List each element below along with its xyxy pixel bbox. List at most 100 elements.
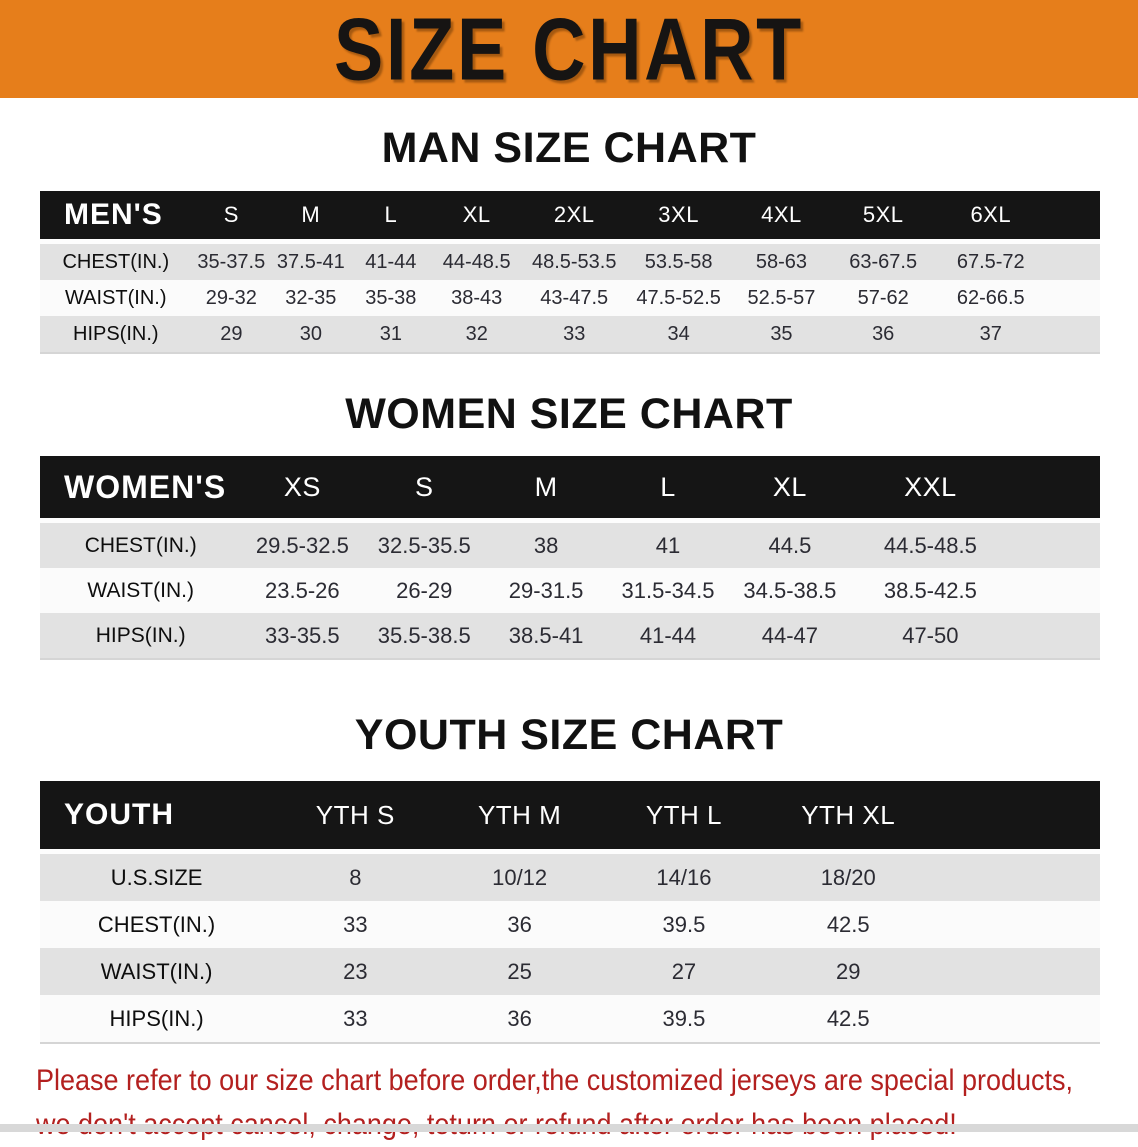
- cell-value: 10/12: [492, 864, 548, 890]
- cell-value: 38-43: [451, 286, 503, 309]
- banner-title: SIZE CHART: [334, 0, 804, 98]
- row-label: CHEST(IN.): [84, 533, 197, 557]
- cell-value: 44-47: [728, 613, 851, 660]
- cell-value: 33: [522, 316, 627, 354]
- footer-strip: [0, 1124, 1138, 1132]
- spacer-cell: [1047, 280, 1100, 316]
- spacer-cell: [1046, 191, 1100, 244]
- cell-value: 18/20: [820, 864, 876, 890]
- cell-value: 44-48.5: [442, 250, 511, 273]
- men-table-title: MEN'S: [40, 191, 192, 244]
- cell-value: 35: [731, 316, 832, 354]
- cell-value: 36: [831, 316, 935, 354]
- men-col-s: S: [191, 191, 272, 244]
- cell-value: 48.5-53.5: [531, 250, 617, 273]
- cell-value: 37.5-41: [276, 250, 345, 273]
- youth-col-l: YTH L: [601, 781, 767, 854]
- youth-col-m: YTH M: [437, 781, 602, 854]
- women-col-l: L: [607, 456, 729, 523]
- cell-value: 38: [533, 532, 559, 558]
- youth-ussize-row: U.S.SIZE 8 10/12 14/16 18/20: [40, 851, 1100, 902]
- row-label: U.S.SIZE: [110, 864, 203, 890]
- cell-value: 41-44: [607, 613, 729, 660]
- cell-value: 67.5-72: [956, 250, 1025, 273]
- spacer-cell: [1009, 613, 1100, 660]
- cell-value: 33-35.5: [241, 613, 364, 660]
- cell-value: 39.5: [662, 911, 706, 937]
- cell-value: 31: [350, 316, 432, 354]
- man-section-heading: MAN SIZE CHART: [381, 124, 757, 172]
- cell-value: 63-67.5: [849, 250, 918, 273]
- cell-value: 29: [835, 958, 861, 984]
- cell-value: 35-37.5: [197, 250, 266, 273]
- women-chest-row: CHEST(IN.) 29.5-32.5 32.5-35.5 38 41 44.…: [40, 520, 1100, 568]
- cell-value: 31.5-34.5: [621, 577, 715, 603]
- men-col-xl: XL: [431, 191, 523, 244]
- cell-value: 35.5-38.5: [363, 613, 486, 660]
- men-size-table: MEN'S S M L XL 2XL 3XL 4XL 5XL 6XL CHEST…: [40, 191, 1100, 354]
- spacer-cell: [930, 948, 1100, 995]
- cell-value: 29.5-32.5: [255, 532, 349, 558]
- cell-value: 32: [431, 316, 523, 354]
- men-col-m: M: [271, 191, 351, 244]
- row-label: HIPS(IN.): [40, 995, 274, 1044]
- row-label: CHEST(IN.): [97, 911, 216, 937]
- cell-value: 43-47.5: [540, 286, 609, 309]
- women-hips-row: HIPS(IN.) 33-35.5 35.5-38.5 38.5-41 41-4…: [40, 613, 1100, 660]
- cell-value: 36: [507, 911, 532, 937]
- cell-value: 41: [655, 532, 681, 558]
- cell-value: 41-44: [365, 250, 417, 273]
- women-col-xxl: XXL: [850, 456, 1010, 523]
- cell-value: 27: [671, 958, 697, 984]
- men-col-2xl: 2XL: [522, 191, 627, 244]
- spacer-cell: [930, 852, 1100, 902]
- cell-value: 34.5-38.5: [743, 577, 837, 603]
- youth-section-heading: YOUTH SIZE CHART: [354, 711, 784, 759]
- men-waist-row: WAIST(IN.) 29-32 32-35 35-38 38-43 43-47…: [40, 280, 1100, 316]
- women-col-xl: XL: [728, 456, 851, 523]
- row-label: WAIST(IN.): [100, 958, 213, 984]
- youth-size-table: YOUTH YTH S YTH M YTH L YTH XL U.S.SIZE …: [40, 781, 1100, 1044]
- women-table-title: WOMEN'S: [40, 456, 242, 523]
- cell-value: 47-50: [850, 613, 1010, 660]
- men-chest-row: CHEST(IN.) 35-37.5 37.5-41 41-44 44-48.5…: [40, 241, 1100, 280]
- cell-value: 14/16: [656, 864, 712, 890]
- cell-value: 42.5: [826, 911, 870, 937]
- cell-value: 62-66.5: [956, 286, 1025, 309]
- disclaimer-text: Please refer to our size chart before or…: [36, 1059, 1138, 1147]
- women-size-table: WOMEN'S XS S M L XL XXL CHEST(IN.) 29.5-…: [40, 456, 1100, 660]
- cell-value: 32-35: [285, 286, 337, 309]
- men-col-3xl: 3XL: [626, 191, 732, 244]
- women-col-xs: XS: [241, 456, 364, 523]
- cell-value: 38.5-42.5: [883, 577, 977, 603]
- cell-value: 39.5: [601, 995, 767, 1044]
- cell-value: 33: [273, 995, 438, 1044]
- spacer-cell: [1010, 568, 1100, 613]
- disclaimer-line-1: Please refer to our size chart before or…: [36, 1064, 1074, 1097]
- youth-waist-row: WAIST(IN.) 23 25 27 29: [40, 948, 1100, 995]
- cell-value: 34: [626, 316, 732, 354]
- cell-value: 58-63: [755, 250, 808, 273]
- cell-value: 44.5: [768, 532, 812, 558]
- men-col-l: L: [350, 191, 432, 244]
- cell-value: 36: [437, 995, 602, 1044]
- cell-value: 32.5-35.5: [377, 532, 471, 558]
- women-header-row: WOMEN'S XS S M L XL XXL: [40, 456, 1100, 523]
- youth-hips-row: HIPS(IN.) 33 36 39.5 42.5: [40, 995, 1100, 1044]
- spacer-cell: [1009, 456, 1100, 523]
- cell-value: 42.5: [766, 995, 931, 1044]
- cell-value: 8: [349, 864, 362, 890]
- spacer-cell: [930, 781, 1100, 854]
- women-waist-row: WAIST(IN.) 23.5-26 26-29 29-31.5 31.5-34…: [40, 568, 1100, 613]
- row-label: WAIST(IN.): [65, 286, 167, 309]
- youth-col-s: YTH S: [273, 781, 438, 854]
- cell-value: 47.5-52.5: [636, 286, 721, 309]
- cell-value: 35-38: [365, 286, 417, 309]
- cell-value: 33: [343, 911, 368, 937]
- women-col-s: S: [363, 456, 486, 523]
- cell-value: 53.5-58: [644, 250, 713, 273]
- cell-value: 57-62: [857, 286, 909, 309]
- men-header-row: MEN'S S M L XL 2XL 3XL 4XL 5XL 6XL: [40, 191, 1100, 244]
- youth-header-row: YOUTH YTH S YTH M YTH L YTH XL: [40, 781, 1100, 854]
- row-label: HIPS(IN.): [40, 316, 192, 354]
